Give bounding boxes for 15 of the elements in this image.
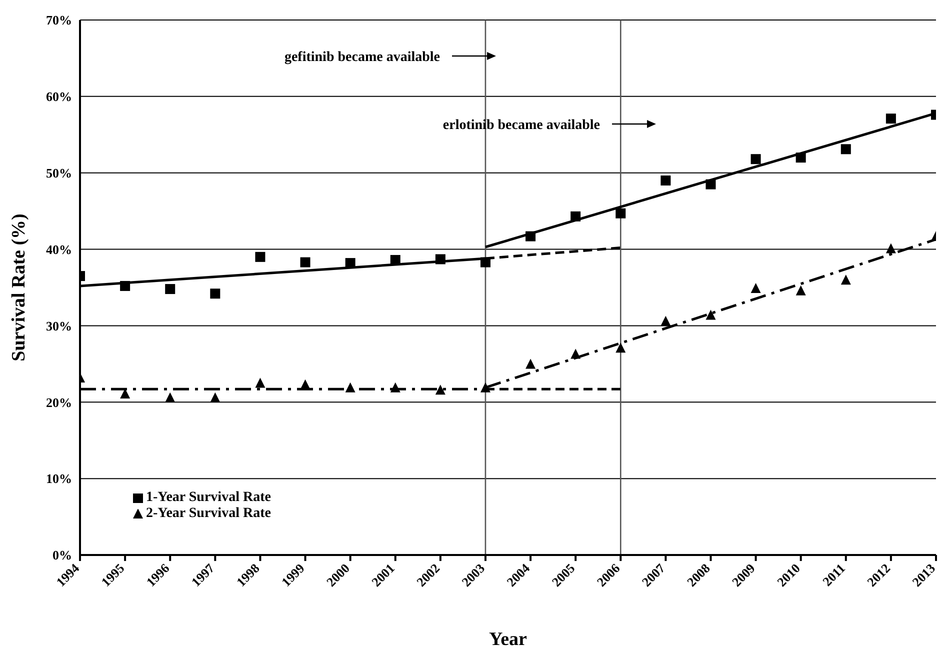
- y-tick-label: 40%: [46, 242, 72, 257]
- y-tick-label: 50%: [46, 165, 72, 180]
- x-tick-label: 2011: [820, 560, 848, 590]
- annotation: gefitinib became available: [284, 50, 440, 65]
- y-tick-label: 0%: [52, 548, 72, 563]
- y-tick-label: 20%: [46, 394, 72, 410]
- y-axis-title: Survival Rate (%): [8, 214, 30, 362]
- legend-label: 1-Year Survival Rate: [146, 490, 271, 506]
- y-tick-label: 10%: [46, 471, 72, 486]
- y-tick-label: 70%: [46, 12, 72, 28]
- x-tick-label: 1999: [278, 560, 308, 590]
- x-axis-title: Year: [489, 629, 528, 650]
- y-tick-label: 30%: [46, 318, 72, 334]
- y-tick-label: 60%: [46, 89, 72, 104]
- legend-label: 2-Year Survival Rate: [146, 506, 271, 522]
